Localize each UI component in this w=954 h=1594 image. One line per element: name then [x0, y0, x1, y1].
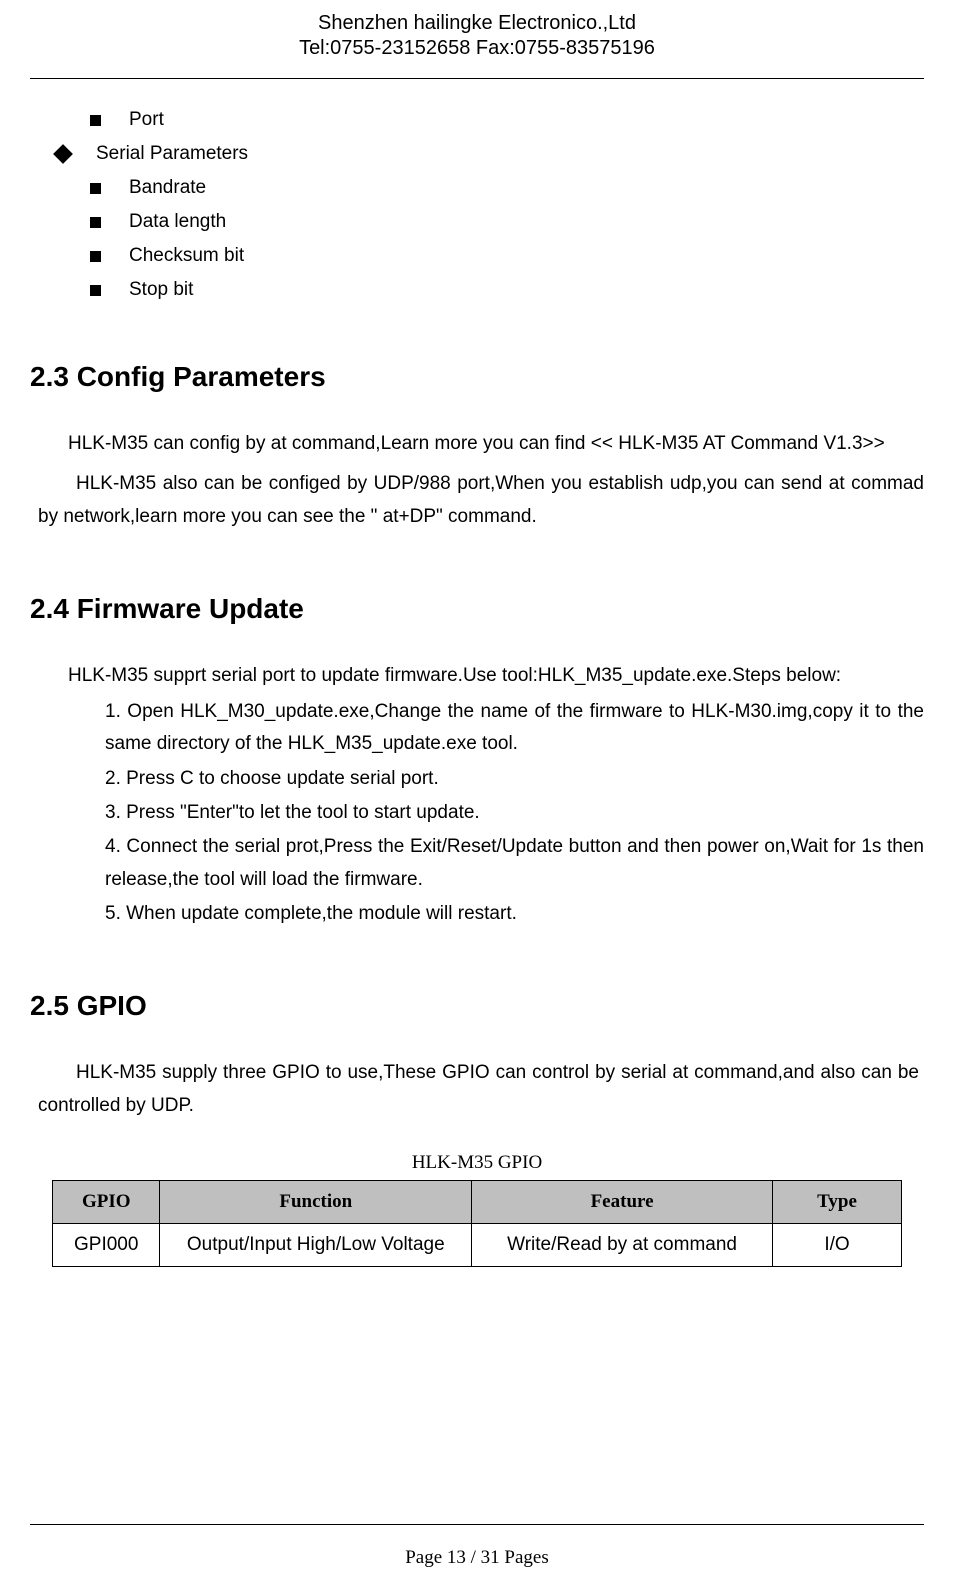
table-cell-type: I/O	[773, 1223, 902, 1266]
config-paragraph-1: HLK-M35 can config by at command,Learn m…	[30, 428, 924, 460]
page-footer: Page 13 / 31 Pages	[0, 1524, 954, 1569]
bullet-label: Data length	[129, 211, 226, 233]
gpio-table: GPIO Function Feature Type GPI000 Output…	[52, 1180, 902, 1267]
firmware-step-5: 5. When update complete,the module will …	[30, 898, 924, 930]
firmware-step-4: 4. Connect the serial prot,Press the Exi…	[30, 831, 924, 896]
page-number: Page 13 / 31 Pages	[405, 1547, 549, 1568]
firmware-intro: HLK-M35 supprt serial port to update fir…	[30, 660, 924, 692]
gpio-paragraph: HLK-M35 supply three GPIO to use,These G…	[38, 1057, 924, 1122]
config-paragraph-2: HLK-M35 also can be configed by UDP/988 …	[38, 468, 924, 533]
table-header-row: GPIO Function Feature Type	[53, 1180, 902, 1223]
table-caption: HLK-M35 GPIO	[30, 1152, 924, 1174]
bullet-item-checksum-bit: Checksum bit	[30, 245, 924, 267]
bullet-label: Serial Parameters	[96, 143, 248, 165]
bullet-item-stop-bit: Stop bit	[30, 279, 924, 301]
company-name: Shenzhen hailingke Electronico.,Ltd	[30, 12, 924, 35]
table-row: GPI000 Output/Input High/Low Voltage Wri…	[53, 1223, 902, 1266]
firmware-step-3: 3. Press "Enter"to let the tool to start…	[30, 797, 924, 829]
bullet-item-serial-params: Serial Parameters	[30, 143, 924, 165]
heading-config-parameters: 2.3 Config Parameters	[30, 361, 924, 393]
square-bullet-icon	[90, 115, 101, 126]
firmware-step-1: 1. Open HLK_M30_update.exe,Change the na…	[30, 696, 924, 761]
table-header-type: Type	[773, 1180, 902, 1223]
bullet-list-top: Port Serial Parameters Bandrate Data len…	[30, 109, 924, 301]
table-cell-feature: Write/Read by at command	[472, 1223, 773, 1266]
bullet-item-port: Port	[30, 109, 924, 131]
table-cell-gpio: GPI000	[53, 1223, 160, 1266]
bullet-item-data-length: Data length	[30, 211, 924, 233]
page-header: Shenzhen hailingke Electronico.,Ltd Tel:…	[30, 0, 924, 79]
diamond-bullet-icon	[53, 144, 73, 164]
table-header-function: Function	[160, 1180, 472, 1223]
contact-info: Tel:0755-23152658 Fax:0755-83575196	[30, 37, 924, 60]
table-cell-function: Output/Input High/Low Voltage	[160, 1223, 472, 1266]
bullet-label: Stop bit	[129, 279, 193, 301]
bullet-item-bandrate: Bandrate	[30, 177, 924, 199]
firmware-step-2: 2. Press C to choose update serial port.	[30, 763, 924, 795]
bullet-label: Checksum bit	[129, 245, 244, 267]
table-header-feature: Feature	[472, 1180, 773, 1223]
square-bullet-icon	[90, 217, 101, 228]
footer-divider	[30, 1524, 924, 1525]
heading-firmware-update: 2.4 Firmware Update	[30, 593, 924, 625]
bullet-label: Port	[129, 109, 164, 131]
square-bullet-icon	[90, 251, 101, 262]
bullet-label: Bandrate	[129, 177, 206, 199]
square-bullet-icon	[90, 285, 101, 296]
table-header-gpio: GPIO	[53, 1180, 160, 1223]
heading-gpio: 2.5 GPIO	[30, 990, 924, 1022]
square-bullet-icon	[90, 183, 101, 194]
